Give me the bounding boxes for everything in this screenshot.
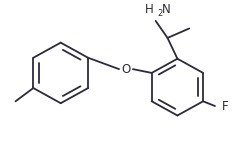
Text: O: O xyxy=(121,63,130,76)
Text: H: H xyxy=(145,3,154,16)
Text: N: N xyxy=(162,3,170,16)
Text: 2: 2 xyxy=(158,9,163,18)
Text: F: F xyxy=(222,100,228,112)
